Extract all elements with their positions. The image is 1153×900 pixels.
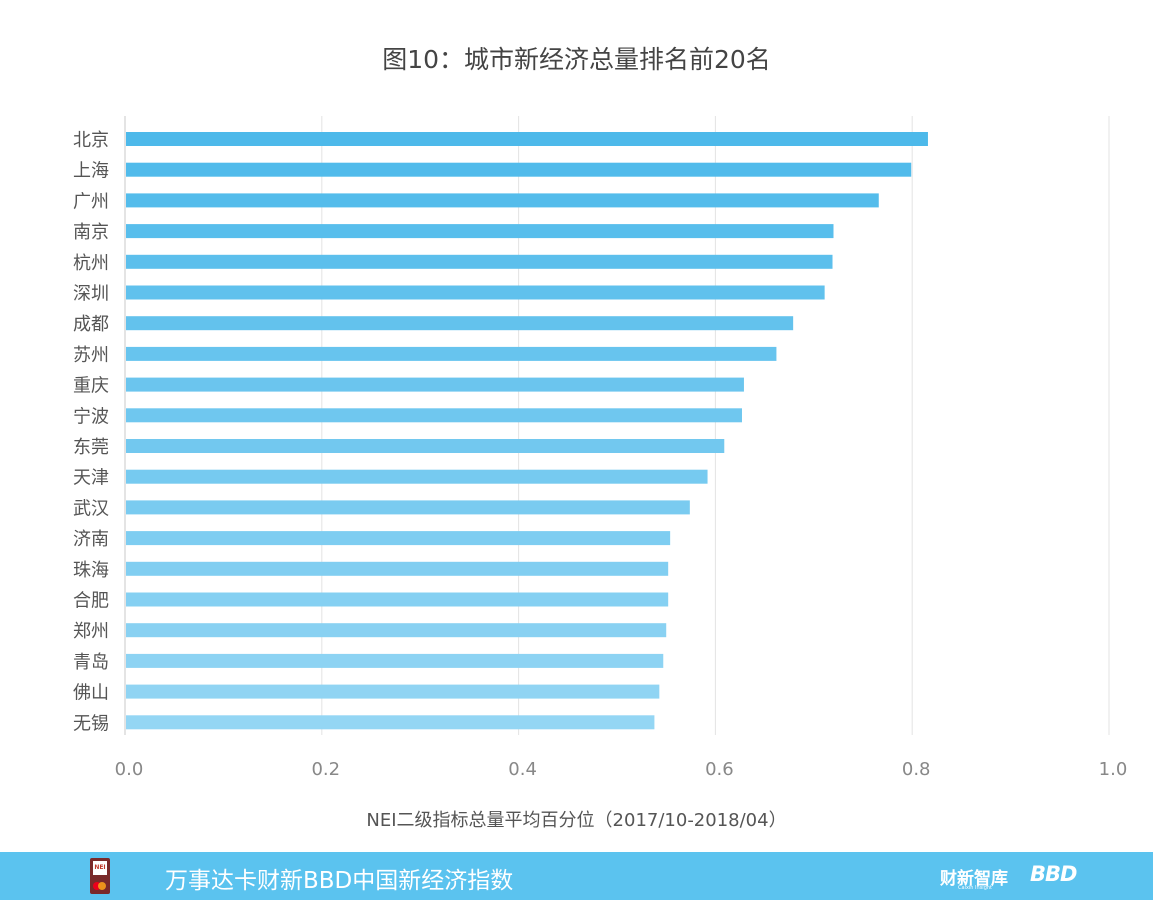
- category-label: 宁波: [73, 406, 109, 427]
- category-label: 东莞: [73, 437, 109, 458]
- bar-3: [126, 193, 879, 208]
- bar-18: [126, 653, 664, 668]
- category-label: 郑州: [73, 621, 109, 642]
- nei-logo-text: NEI: [93, 861, 107, 875]
- bar-16: [126, 592, 669, 607]
- category-label: 无锡: [73, 713, 109, 734]
- category-label: 武汉: [73, 498, 109, 519]
- category-label: 青岛: [73, 652, 109, 673]
- category-label: 佛山: [73, 683, 109, 704]
- bars: [126, 132, 928, 730]
- grid-lines: [124, 116, 1110, 735]
- bbd-logo: BBD: [1030, 862, 1077, 886]
- bar-20: [126, 715, 655, 730]
- category-label: 深圳: [73, 284, 109, 305]
- nei-logo: NEI: [90, 858, 110, 894]
- category-label: 苏州: [73, 345, 109, 366]
- bar-14: [126, 531, 671, 546]
- bar-11: [126, 439, 725, 453]
- bar-19: [126, 684, 660, 699]
- x-tick-label: 0.6: [705, 759, 734, 780]
- bar-7: [126, 316, 794, 331]
- chart-title: 图10：城市新经济总量排名前20名: [382, 45, 771, 74]
- footer-bar: NEI 万事达卡财新BBD中国新经济指数 财新智库 Caixin Insight…: [0, 852, 1153, 900]
- mastercard-icon-red: [93, 882, 101, 890]
- bar-13: [126, 500, 690, 515]
- bar-12: [126, 469, 708, 484]
- category-label: 南京: [73, 222, 109, 243]
- bar-15: [126, 561, 669, 576]
- bar-1: [126, 132, 928, 146]
- bar-9: [126, 377, 744, 392]
- x-tick-label: 0.0: [115, 759, 144, 780]
- mastercard-icon-orange: [98, 882, 106, 890]
- bar-chart: 北京上海广州南京杭州深圳成都苏州重庆宁波东莞天津武汉济南珠海合肥郑州青岛佛山无锡…: [73, 116, 1128, 780]
- x-tick-label: 0.8: [902, 759, 931, 780]
- bar-6: [126, 285, 825, 300]
- bar-17: [126, 623, 667, 638]
- footer-title: 万事达卡财新BBD中国新经济指数: [165, 868, 514, 894]
- category-label: 北京: [73, 130, 109, 151]
- x-tick-label: 0.4: [508, 759, 537, 780]
- category-label: 天津: [73, 468, 109, 489]
- bar-4: [126, 224, 834, 239]
- category-label: 上海: [73, 161, 109, 182]
- bar-10: [126, 408, 742, 423]
- category-label: 珠海: [73, 560, 109, 581]
- x-tick-label: 1.0: [1099, 759, 1128, 780]
- caixin-insight-logo: 财新智库: [940, 869, 1008, 889]
- x-tick-labels: 0.0 0.2 0.4 0.6 0.8 1.0: [115, 759, 1128, 780]
- x-axis-label: NEI二级指标总量平均百分位（2017/10-2018/04）: [366, 810, 787, 831]
- category-label: 广州: [73, 191, 109, 212]
- category-label: 济南: [73, 529, 109, 550]
- category-label: 重庆: [73, 376, 109, 397]
- bar-5: [126, 254, 833, 269]
- caixin-insight-subtitle: Caixin Insight: [958, 885, 992, 891]
- bar-8: [126, 346, 777, 361]
- category-label: 杭州: [73, 253, 109, 274]
- category-label: 合肥: [73, 591, 109, 612]
- bar-2: [126, 162, 912, 177]
- x-tick-label: 0.2: [311, 759, 340, 780]
- category-label: 成都: [73, 314, 109, 335]
